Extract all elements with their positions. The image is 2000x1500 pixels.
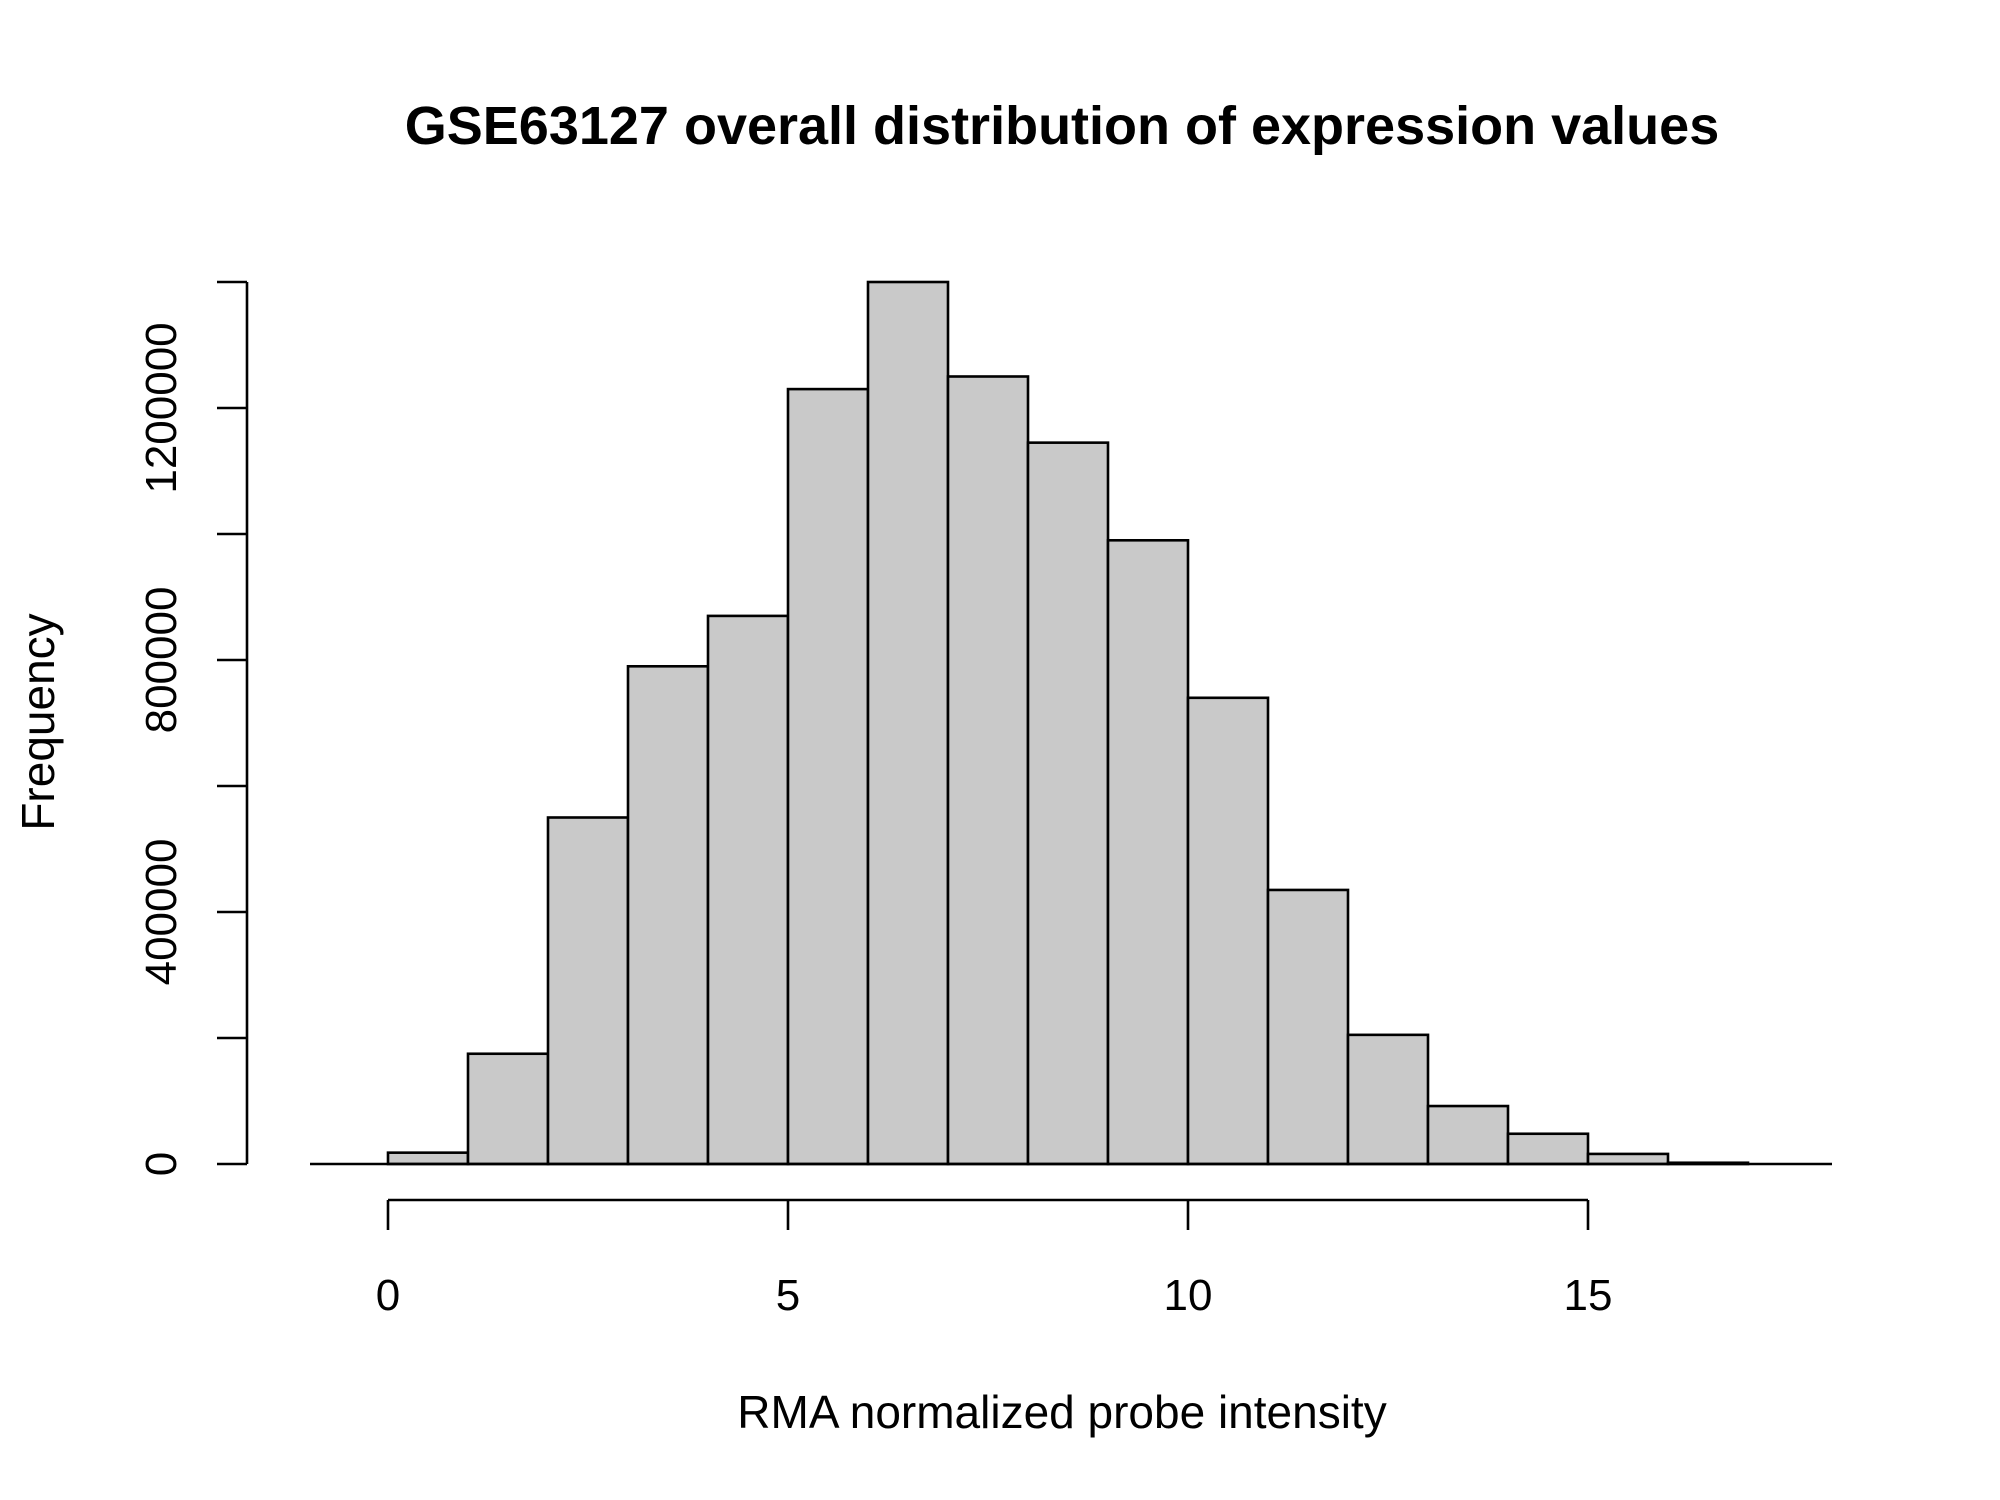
histogram-bars: [386, 280, 1750, 1166]
x-tick-label: 5: [776, 1271, 800, 1320]
histogram-bar: [706, 614, 790, 1166]
histogram-bar: [1426, 1104, 1510, 1166]
histogram-bar: [866, 280, 950, 1166]
histogram-bar: [386, 1151, 470, 1166]
y-tick-label: 400000: [137, 839, 186, 986]
histogram-bar: [1346, 1033, 1430, 1166]
x-axis-label: RMA normalized probe intensity: [737, 1386, 1386, 1438]
histogram-bar: [626, 664, 710, 1166]
histogram-bar: [1026, 441, 1110, 1166]
chart-title: GSE63127 overall distribution of express…: [405, 96, 1719, 156]
x-tick-label: 15: [1564, 1271, 1613, 1320]
histogram-bar: [466, 1052, 550, 1166]
histogram-bar: [946, 375, 1030, 1166]
y-axis: 0 400000 800000 1200000: [137, 280, 249, 1176]
histogram-bar: [1186, 696, 1270, 1166]
x-axis: 0 5 10 15: [376, 1198, 1613, 1320]
y-tick-label: 1200000: [137, 322, 186, 493]
histogram-bar: [1506, 1132, 1590, 1166]
y-axis-label: Frequency: [12, 613, 64, 830]
y-tick-label: 800000: [137, 587, 186, 734]
x-tick-label: 10: [1164, 1271, 1213, 1320]
x-tick-label: 0: [376, 1271, 400, 1320]
histogram-bar: [546, 816, 630, 1166]
histogram-bar: [786, 387, 870, 1166]
histogram-bar: [1266, 888, 1350, 1166]
y-tick-label: 0: [137, 1152, 186, 1176]
histogram-bar: [1106, 538, 1190, 1166]
histogram-bar: [1586, 1152, 1670, 1166]
